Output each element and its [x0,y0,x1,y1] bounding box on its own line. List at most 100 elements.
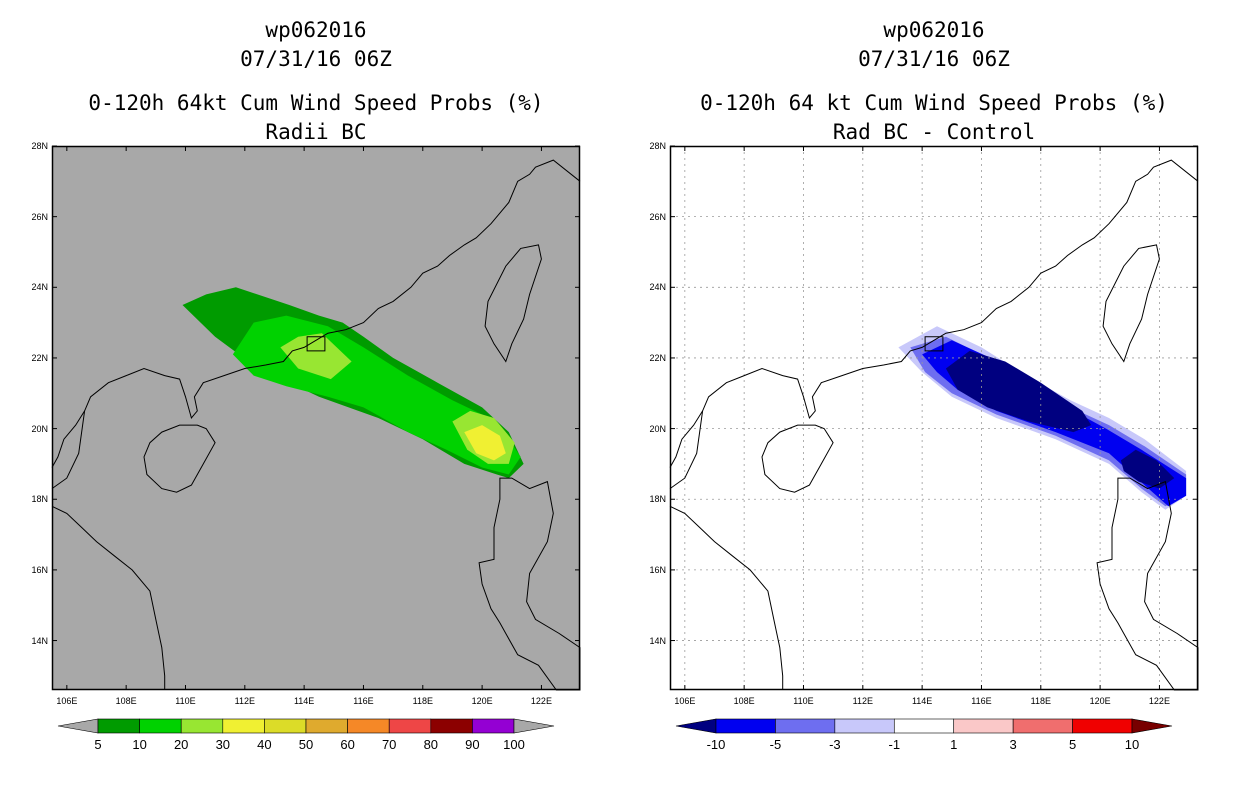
right-lat-tick-label: 20N [649,423,666,434]
colorbar-label: -3 [829,737,841,752]
left-lon-tick-label: 120E [471,696,493,706]
right-lon-tick-label: 122E [1148,696,1170,706]
colorbar-swatch [893,718,955,734]
coastline-vietnam [669,505,784,690]
right-lon-tick-label: 108E [733,696,755,706]
right-lon-tick-label: 120E [1089,696,1111,706]
colorbar-swatch [715,718,776,734]
colorbar-label: 40 [257,737,272,752]
coastline-taiwan [484,244,542,363]
colorbar-swatch [834,718,895,734]
colorbar-swatch [305,718,348,734]
colorbar-label: 50 [298,737,314,752]
colorbar-label: -10 [706,737,726,752]
map-frame [51,145,581,691]
contour-4 [1120,449,1175,489]
coastline-mainland [51,159,581,468]
colorbar-swatch [388,718,432,734]
left-lon-tick-label: 108E [115,696,137,706]
right-lon-tick-label: 114E [911,696,933,706]
colorbar-label: -5 [769,737,782,752]
right-lon-tick-label: 112E [852,696,873,706]
colorbar-label: 5 [94,737,102,752]
hong-kong-inset-box [306,336,326,352]
contour-2 [280,333,352,380]
colorbar-label: 30 [215,737,231,752]
colorbar-left-arrow [675,718,717,734]
colorbar-label: 90 [465,737,480,752]
colorbar-swatch [953,718,1014,734]
left-lon-tick-label: 118E [412,696,433,706]
colorbar-swatch [222,718,265,734]
coastline-mainland [669,159,1199,468]
left-lat-tick-label: 18N [31,494,48,505]
coastline-gulf [51,410,86,490]
right-lat-tick-label: 22N [649,352,666,363]
right-title-experiment: Rad BC - Control [832,120,1036,144]
coastline-hainan [761,424,834,493]
right-lon-tick-label: 106E [674,696,696,706]
colorbar-swatch [264,718,307,734]
right-lat-tick-label: 18N [649,494,666,505]
map-frame [669,145,1199,691]
right-title-product: 0-120h 64 kt Cum Wind Speed Probs (%) [700,91,1168,115]
right-lon-tick-label: 118E [1030,696,1051,706]
right-colorbar [675,718,1173,734]
left-probability-map [51,145,581,691]
left-lon-tick-label: 114E [293,696,315,706]
colorbar-swatch [1012,718,1073,734]
contour-4 [464,425,506,461]
colorbar-left-arrow [57,718,99,734]
right-title-storm-id: wp062016 [883,18,985,42]
left-title-product: 0-120h 64kt Cum Wind Speed Probs (%) [88,91,544,115]
colorbar-swatch [1072,718,1133,734]
left-lon-tick-label: 122E [530,696,552,706]
left-lat-tick-label: 22N [31,352,48,363]
colorbar-label: 60 [340,737,355,752]
contour-3 [945,350,1092,433]
left-title-storm-id: wp062016 [265,18,367,42]
right-lat-tick-label: 24N [649,282,666,293]
colorbar-label: 20 [173,737,189,752]
coastline-gulf [669,410,704,490]
left-title-datetime: 07/31/16 06Z [240,47,392,71]
right-lat-tick-label: 14N [649,635,666,646]
left-lat-tick-label: 26N [31,211,48,222]
colorbar-label: 3 [1009,737,1017,752]
colorbar-label: 5 [1068,737,1077,752]
colorbar-right-arrow [1131,718,1173,734]
colorbar-swatch [139,718,182,734]
left-lat-tick-label: 28N [31,141,48,151]
colorbar-label: 100 [503,737,525,752]
colorbar-swatch [97,718,140,734]
left-lat-tick-label: 24N [31,282,48,293]
map-background [670,146,1198,690]
colorbar-right-arrow [513,718,555,734]
colorbar-label: 1 [950,737,958,752]
colorbar-swatch [430,718,473,734]
coastline-vietnam [51,505,166,690]
left-lon-tick-label: 106E [56,696,78,706]
colorbar-swatch [472,718,515,734]
coastline-taiwan [1102,244,1160,363]
colorbar-swatch [775,718,836,734]
left-title-experiment: Radii BC [265,120,367,144]
right-lon-tick-label: 110E [793,696,814,706]
right-lat-tick-label: 28N [649,141,666,151]
colorbar-label: 80 [423,737,439,752]
colorbar-swatch [180,718,224,734]
map-background [52,146,580,690]
hong-kong-inset-box [924,336,944,352]
left-lon-tick-label: 110E [175,696,196,706]
right-difference-map [669,145,1199,691]
colorbar-label: 10 [1124,737,1140,752]
colorbar-label: -1 [888,737,901,752]
coastline-hainan [143,424,216,493]
right-lon-tick-label: 116E [971,696,992,706]
colorbar-label: 70 [381,737,397,752]
colorbar-label: 10 [132,737,147,752]
left-colorbar [57,718,555,734]
left-lon-tick-label: 116E [353,696,374,706]
left-lat-tick-label: 16N [31,564,48,575]
left-lon-tick-label: 112E [234,696,255,706]
